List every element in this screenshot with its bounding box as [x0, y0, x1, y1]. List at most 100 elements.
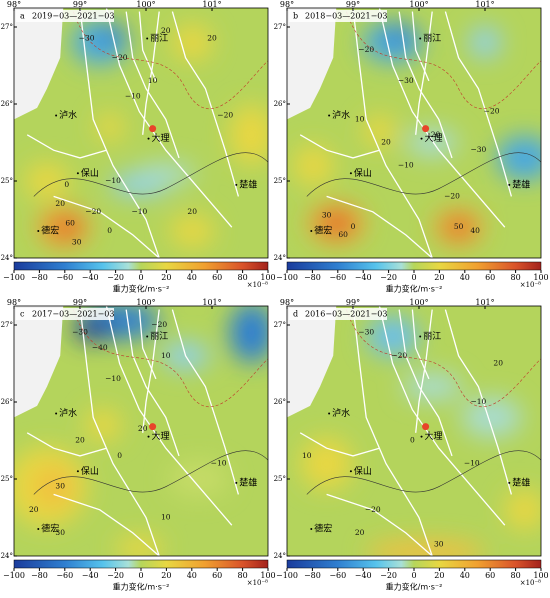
city-marker: [310, 230, 313, 233]
field-patch: [385, 24, 414, 45]
city-marker: [508, 183, 511, 186]
city-marker: [55, 114, 58, 117]
contour-label: 20: [207, 34, 217, 43]
masked-area: [287, 306, 337, 418]
colorbar-tick-label: 20: [434, 571, 444, 580]
map-frame: [13, 7, 269, 259]
panel-letter: b: [293, 12, 298, 21]
contour-line: [33, 450, 268, 495]
colorbar-exponent: ×10⁻⁸: [520, 579, 541, 587]
contour-label: −30: [470, 145, 486, 154]
city-label: 楚雄: [239, 476, 257, 488]
lat-tick-label: 24°: [1, 552, 13, 560]
map-frame: [286, 305, 542, 557]
colorbar-tick-label: 60: [212, 273, 222, 282]
field-patch: [406, 128, 459, 157]
city-marker: [349, 172, 352, 175]
contour-label: 60: [338, 230, 348, 239]
period-box: [289, 308, 387, 320]
panel-period: 2018−03—2021−03: [305, 12, 387, 21]
lat-tick-label: 24°: [1, 254, 13, 262]
contour-label: −20: [217, 111, 233, 120]
gravity-field: [25, 20, 268, 248]
lon-tick-label: 100°: [409, 0, 428, 9]
contour-label: 20: [138, 424, 148, 433]
city-label: 德宏: [314, 225, 332, 237]
fault-line: [142, 11, 160, 135]
colorbar-label: 重力变化/m·s⁻²: [386, 582, 443, 592]
contour-label: 20: [381, 138, 391, 147]
contour-label: 20: [55, 199, 65, 208]
city-marker: [76, 172, 79, 175]
city-marker: [235, 183, 238, 186]
fault-line: [171, 309, 240, 495]
city-marker: [37, 528, 40, 531]
city-marker: [420, 137, 423, 140]
gravity-field: [14, 306, 268, 556]
lat-tick-label: 27°: [1, 23, 13, 31]
field-patch: [402, 372, 463, 401]
contour-label: 20: [431, 130, 441, 139]
lon-tick-label: 100°: [136, 298, 155, 307]
fault-line: [138, 11, 157, 82]
contour-label: 10: [161, 513, 171, 522]
lat-tick-label: 26°: [1, 100, 13, 108]
masked-area: [287, 8, 337, 120]
contour-label: 0: [117, 451, 122, 460]
period-box: [16, 10, 114, 22]
contour-label: 20: [187, 207, 197, 216]
lon-tick-label: 101°: [202, 0, 221, 9]
city-label: 德宏: [314, 523, 332, 535]
city-marker: [76, 470, 79, 473]
lon-tick-label: 98°: [280, 0, 294, 9]
contour-label: 10: [355, 114, 365, 123]
city-marker: [310, 528, 313, 531]
colorbar-tick-label: −80: [304, 273, 321, 282]
colorbar-tick-label: −100: [3, 571, 25, 580]
contour-label: 20: [29, 505, 39, 514]
contour-label: 0: [351, 222, 356, 231]
lat-tick-label: 26°: [274, 398, 286, 406]
contour-label: −20: [85, 207, 101, 216]
map-panel: −20 −30 20 −20 10 20 −30 −20 0 30 60 50 40 −10 丽江泸水大理保…: [274, 0, 549, 294]
contour-label: 0: [64, 180, 69, 189]
fault-line: [411, 309, 430, 380]
city-marker: [349, 470, 352, 473]
contour-label: 30: [434, 539, 444, 548]
colorbar-tick-label: −60: [56, 571, 73, 580]
lat-tick-label: 25°: [274, 475, 286, 483]
contour-label: 20: [161, 26, 171, 35]
city-marker: [420, 435, 423, 438]
contour-label: −10: [105, 176, 121, 185]
contour-label: −20: [444, 191, 460, 200]
field-patch: [300, 437, 353, 490]
period-box: [16, 308, 114, 320]
colorbar-tick-label: 60: [485, 273, 495, 282]
fault-line: [26, 432, 107, 457]
contour-label: 40: [470, 226, 480, 235]
field-patch: [322, 213, 351, 234]
contour-label: −20: [358, 45, 374, 54]
city-marker: [328, 114, 331, 117]
panel-letter: d: [293, 310, 298, 319]
contour-label: 10: [161, 351, 171, 360]
contour-label: 50: [454, 222, 464, 231]
city-marker: [419, 37, 422, 40]
panel-letter: a: [20, 12, 25, 21]
city-label: 大理: [425, 430, 443, 442]
colorbar-tick-label: −60: [56, 273, 73, 282]
colorbar-tick-label: 100: [260, 571, 275, 580]
city-marker: [508, 481, 511, 484]
contour-label: 60: [65, 218, 75, 227]
contour-label: −10: [211, 459, 227, 468]
panel-period: 2016−03—2021−03: [305, 310, 387, 319]
fault-line: [26, 134, 107, 159]
contour-label: −20: [391, 351, 407, 360]
map-panel: −30 −40 −20 10 −10 20 0 30 20 30 10 −10 20 丽江泸水大理保山德宏…: [1, 298, 276, 592]
city-label: 大理: [425, 132, 443, 144]
city-label: 楚雄: [239, 178, 257, 190]
field-patch: [363, 114, 396, 147]
lat-tick-label: 27°: [274, 23, 286, 31]
